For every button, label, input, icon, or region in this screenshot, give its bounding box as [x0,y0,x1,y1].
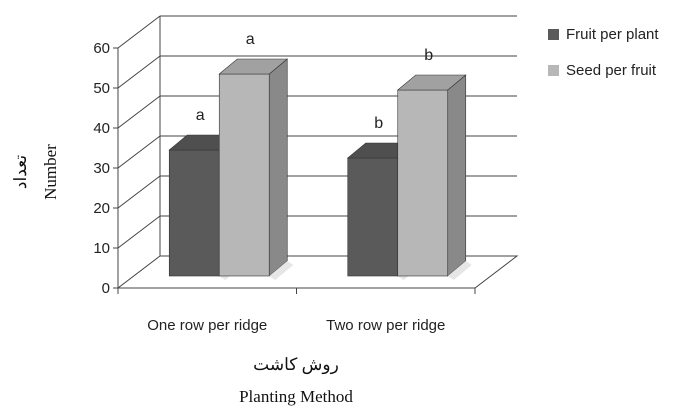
y-axis-label: Number [41,144,60,200]
data-label: b [374,115,383,132]
data-label: b [424,47,433,64]
legend-swatch [548,65,559,76]
data-label: a [196,107,205,124]
legend-label: Fruit per plant [566,26,659,43]
y-axis-label-fa: تعداد [11,155,30,189]
legend-item: Seed per fruit [548,62,657,79]
y-tick-label: 50 [93,80,110,97]
floor [116,255,519,289]
y-tick-label: 60 [93,40,110,57]
bar [218,58,294,280]
y-tick-label: 0 [102,280,110,297]
y-tick-label: 30 [93,160,110,177]
legend-label: Seed per fruit [566,62,657,79]
data-label: a [246,31,255,48]
gridline-diag [117,15,161,49]
legend: Fruit per plant Seed per fruit [548,26,659,79]
gridline-diag [117,215,161,249]
y-tick-label: 40 [93,120,110,137]
legend-swatch [548,29,559,40]
y-tick-label: 20 [93,200,110,217]
x-axis-label: Planting Method [239,387,353,406]
y-tick-label: 10 [93,240,110,257]
gridline-diag [117,55,161,89]
data-labels: a a b b [196,31,434,132]
bars [168,58,472,280]
y-tick-labels: 0 10 20 30 40 50 60 [93,40,110,297]
x-axis-label-fa: روش کاشت [253,355,339,375]
gridline-diag [117,175,161,209]
gridline-diag [117,135,161,169]
gridline-diag [117,95,161,129]
x-tick-label: One row per ridge [147,317,267,334]
x-tick-label: Two row per ridge [326,317,445,334]
bar [396,74,472,280]
x-tick-labels: One row per ridge Two row per ridge [147,317,445,334]
legend-item: Fruit per plant [548,26,659,43]
